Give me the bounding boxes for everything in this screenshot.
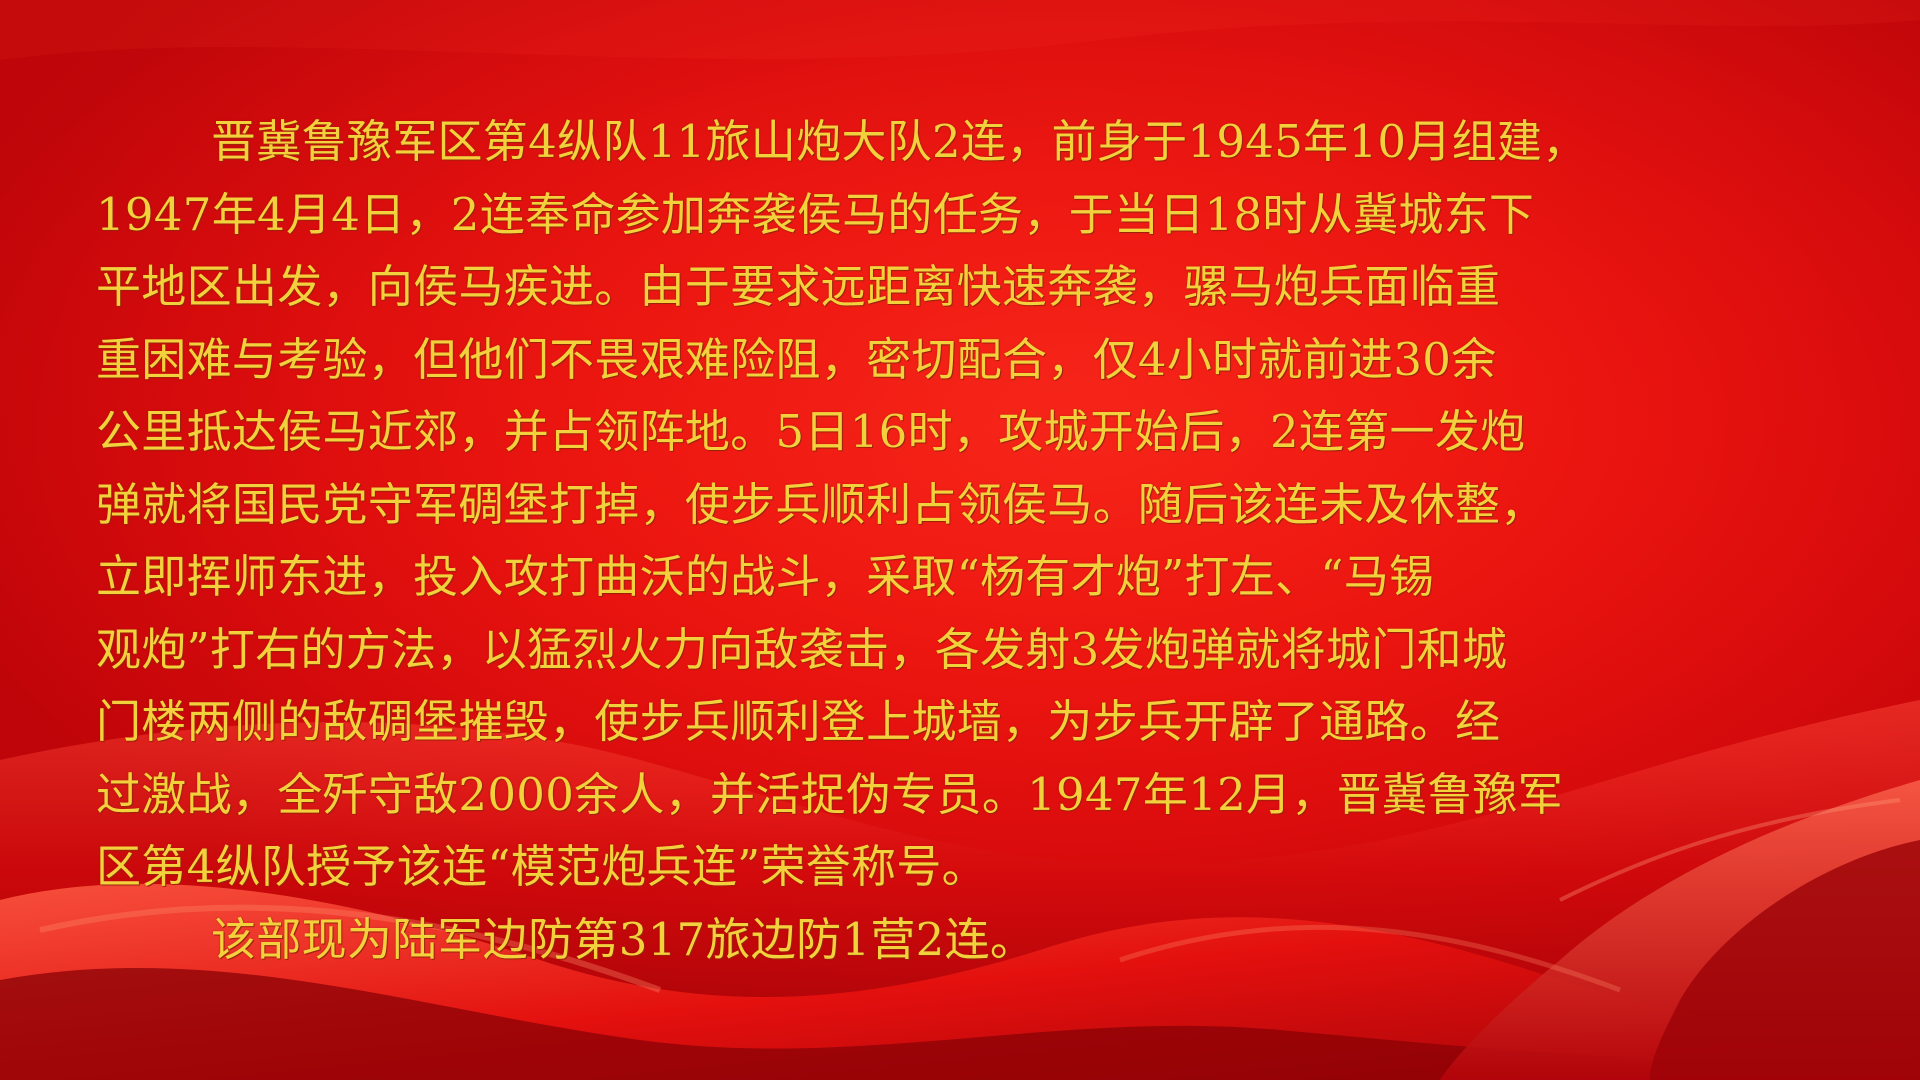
text-line: 弹就将国民党守军碉堡打掉，使步兵顺利占领侯马。随后该连未及休整，: [96, 477, 1546, 531]
text-line: 过激战，全歼守敌2000余人，并活捉伪专员。1947年12月，晋冀鲁豫军: [96, 767, 1564, 821]
text-line: 公里抵达侯马近郊，并占领阵地。5日16时，攻城开始后，2连第一发炮: [96, 405, 1526, 458]
text-line: 立即挥师东进，投入攻打曲沃的战斗，采取“杨有才炮”打左、“马锡: [96, 550, 1435, 603]
text-line: 平地区出发，向侯马疾进。由于要求远距离快速奔袭，骡马炮兵面临重: [96, 260, 1501, 313]
text-line: 该部现为陆军边防第317旅边防1营2连。: [211, 912, 1036, 966]
paragraph-history: 晋冀鲁豫军区第4纵队11旅山炮大队2连，前身于1945年10月组建， 1947年…: [96, 106, 1856, 904]
text-line: 观炮”打右的方法，以猛烈火力向敌袭击，各发射3发炮弹就将城门和城: [96, 622, 1508, 676]
text-line: 区第4纵队授予该连“模范炮兵连”荣誉称号。: [96, 840, 987, 893]
text-line: 门楼两侧的敌碉堡摧毁，使步兵顺利登上城墙，为步兵开辟了通路。经: [96, 695, 1501, 748]
paragraph-current-unit: 该部现为陆军边防第317旅边防1营2连。: [96, 904, 1856, 977]
slide-body-text: 晋冀鲁豫军区第4纵队11旅山炮大队2连，前身于1945年10月组建， 1947年…: [96, 106, 1856, 976]
text-line: 晋冀鲁豫军区第4纵队11旅山炮大队2连，前身于1945年10月组建，: [211, 115, 1588, 168]
text-line: 1947年4月4日，2连奉命参加奔袭侯马的任务，于当日18时从冀城东下: [96, 187, 1535, 241]
text-line: 重困难与考验，但他们不畏艰难险阻，密切配合，仅4小时就前进30余: [96, 332, 1497, 386]
